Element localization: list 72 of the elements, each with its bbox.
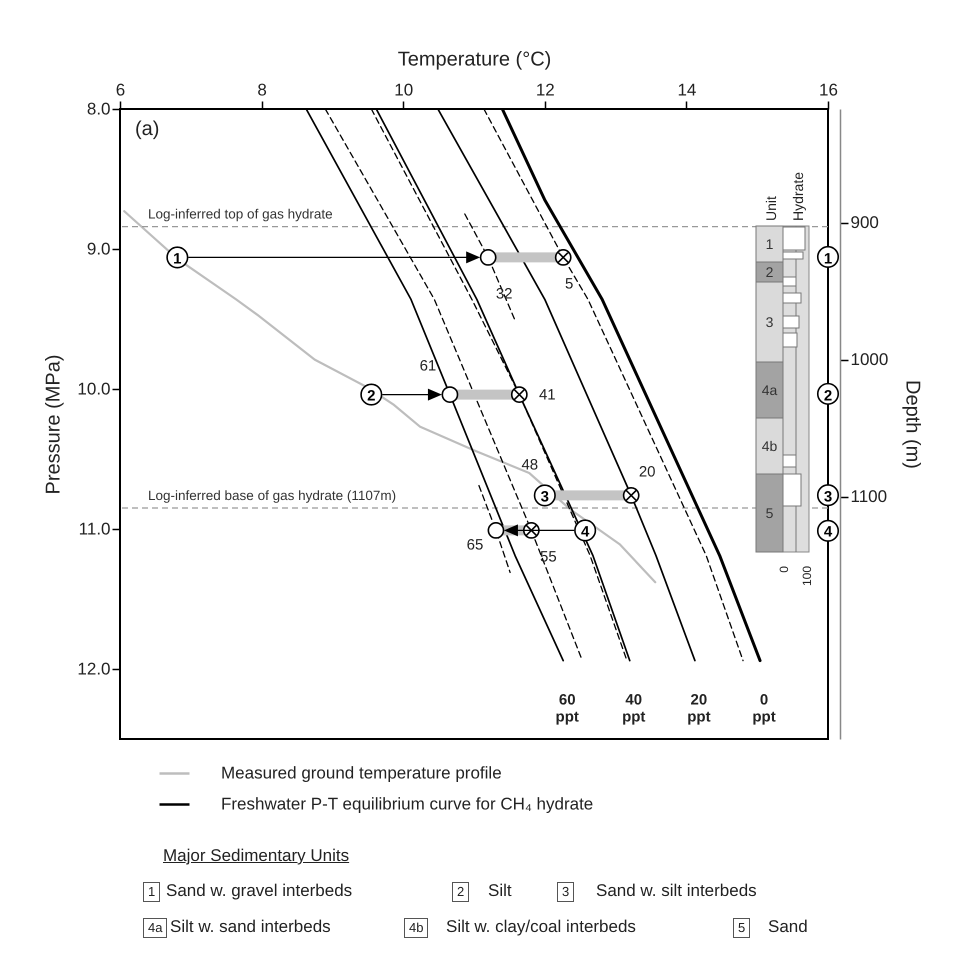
text: 40 ppt (622, 692, 646, 726)
numbered-box: 3 (557, 882, 574, 902)
annotation: 4 (824, 523, 833, 540)
annotation: 2 (766, 264, 774, 280)
annotation: 5 (766, 505, 774, 521)
y-tick-label: 11.0 (78, 520, 110, 538)
x-axis-title: Temperature (°C) (398, 48, 552, 70)
point (622, 487, 640, 504)
point (488, 522, 504, 539)
annotation: 1 (824, 250, 832, 268)
x-tick-label: 16 (819, 80, 838, 100)
annotation: 55 (540, 548, 557, 566)
y-axis-title: Pressure (MPa) (42, 354, 64, 495)
annotation: 4a (762, 382, 778, 398)
y-tick-label: 10.0 (77, 380, 110, 398)
y-tick-label: 9.0 (86, 240, 110, 258)
x-tick-label: 12 (536, 80, 555, 100)
annotation: 4b (762, 438, 778, 454)
point (554, 249, 572, 266)
point (510, 386, 528, 403)
legend-label: Measured ground temperature profile (221, 764, 502, 782)
numbered-box: 4b (404, 918, 428, 938)
x-tick-label: 10 (394, 80, 414, 100)
annotation: 4 (580, 523, 590, 540)
y-tick-label: 12.0 (77, 660, 110, 678)
text: Silt w. sand interbeds (170, 917, 331, 937)
annotation: 3 (540, 488, 549, 506)
annotation: 2 (824, 388, 832, 405)
y2-tick-label: 1100 (850, 487, 888, 506)
numbered-box: 1 (143, 882, 160, 902)
annotation: 1 (766, 236, 774, 252)
point (480, 249, 497, 266)
annotation: 20 (638, 463, 656, 480)
text: Sand w. gravel interbeds (166, 881, 352, 901)
numbered-box: 5 (733, 918, 750, 938)
annotation: 65 (466, 536, 484, 554)
y2-tick-label: 1000 (850, 350, 888, 370)
annotation: 41 (538, 386, 556, 404)
ref-line-label: Log-inferred base of gas hydrate (1107m) (148, 488, 396, 503)
text: Major Sedimentary Units (163, 846, 350, 866)
ref-line-label: Log-inferred top of gas hydrate (148, 206, 333, 222)
numbered-box: 2 (452, 882, 470, 902)
line-series (123, 210, 656, 584)
annotation: 1 (173, 250, 182, 268)
legend-label: Freshwater P-T equilibrium curve for CH₄ hydrate (221, 794, 594, 814)
annotation: 3 (824, 488, 832, 506)
annotation: 48 (521, 456, 538, 474)
annotation: 3 (766, 314, 774, 330)
annotation: 32 (496, 285, 513, 302)
annotation: Hydrate (790, 172, 806, 221)
x-tick-label: 14 (677, 80, 696, 100)
point (442, 386, 458, 403)
y2-tick-label: 900 (850, 213, 879, 232)
text: Sand w. silt interbeds (596, 881, 757, 901)
numbered-box: 4a (143, 918, 168, 938)
x-tick-label: 8 (257, 80, 267, 100)
annotation: 100 (800, 566, 814, 586)
annotation: 61 (420, 358, 436, 375)
text: Silt w. clay/coal interbeds (446, 917, 636, 937)
y2-axis-title: Depth (m) (901, 380, 924, 469)
annotation: 5 (565, 275, 574, 292)
annotation: 0 ppt (752, 692, 776, 726)
text: Sand (768, 917, 808, 937)
y-tick-label: 8.0 (86, 100, 110, 118)
text: Silt (488, 881, 512, 901)
annotation: 2 (367, 388, 376, 405)
annotation: 0 (777, 566, 791, 573)
text: 60 ppt (556, 692, 579, 726)
x-tick-label: 6 (116, 80, 126, 100)
text: 20 ppt (687, 692, 711, 726)
annotation: Unit (763, 196, 779, 221)
annotation: (a) (135, 118, 160, 141)
